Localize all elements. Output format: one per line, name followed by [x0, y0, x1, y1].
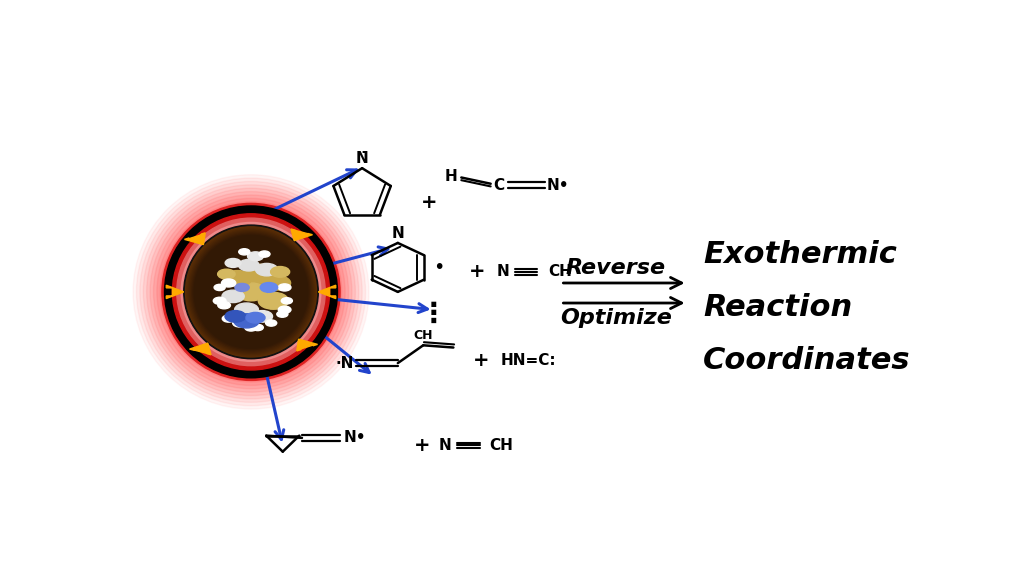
Ellipse shape	[239, 260, 259, 271]
Ellipse shape	[186, 228, 315, 355]
FancyArrow shape	[318, 285, 336, 299]
Ellipse shape	[146, 188, 355, 395]
Ellipse shape	[213, 297, 226, 305]
Ellipse shape	[151, 191, 352, 392]
Ellipse shape	[162, 203, 340, 380]
Ellipse shape	[223, 271, 252, 287]
Text: N•: N•	[344, 431, 367, 446]
Ellipse shape	[189, 231, 312, 353]
Ellipse shape	[191, 233, 310, 351]
Ellipse shape	[270, 266, 290, 277]
Ellipse shape	[157, 198, 345, 386]
Ellipse shape	[265, 320, 276, 326]
Ellipse shape	[183, 225, 318, 359]
Text: Exothermic: Exothermic	[703, 239, 897, 269]
Text: Coordinates: Coordinates	[703, 346, 911, 375]
Text: +: +	[421, 194, 438, 212]
Ellipse shape	[243, 264, 278, 284]
Ellipse shape	[218, 269, 236, 279]
Ellipse shape	[248, 252, 263, 261]
Ellipse shape	[259, 251, 270, 257]
Ellipse shape	[190, 232, 311, 352]
Ellipse shape	[258, 292, 289, 309]
Ellipse shape	[256, 264, 278, 276]
Text: ·N: ·N	[336, 355, 354, 370]
Ellipse shape	[222, 315, 234, 322]
Ellipse shape	[260, 283, 278, 292]
Ellipse shape	[218, 302, 230, 309]
Ellipse shape	[188, 229, 314, 354]
Ellipse shape	[252, 324, 263, 331]
Text: Reaction: Reaction	[703, 293, 853, 322]
Ellipse shape	[140, 181, 362, 402]
Text: +: +	[469, 262, 485, 281]
Ellipse shape	[161, 202, 342, 382]
Ellipse shape	[245, 324, 257, 331]
Ellipse shape	[193, 234, 309, 350]
Ellipse shape	[265, 276, 291, 290]
Ellipse shape	[195, 235, 308, 349]
Ellipse shape	[282, 298, 293, 304]
Ellipse shape	[172, 214, 330, 370]
FancyArrow shape	[184, 233, 205, 244]
Ellipse shape	[239, 249, 250, 255]
Ellipse shape	[234, 283, 249, 291]
Ellipse shape	[222, 290, 244, 302]
Ellipse shape	[234, 303, 258, 316]
Text: Ṅ: Ṅ	[355, 151, 369, 166]
Ellipse shape	[214, 284, 225, 291]
Ellipse shape	[246, 312, 265, 323]
FancyArrow shape	[166, 285, 183, 299]
Ellipse shape	[164, 205, 338, 379]
Ellipse shape	[154, 195, 348, 389]
Text: CH: CH	[414, 329, 433, 342]
Text: +: +	[414, 436, 430, 455]
Ellipse shape	[225, 258, 241, 268]
Ellipse shape	[233, 314, 259, 328]
Ellipse shape	[279, 306, 291, 313]
FancyArrow shape	[297, 339, 317, 351]
Text: N: N	[439, 438, 452, 453]
FancyArrow shape	[189, 343, 211, 355]
Ellipse shape	[276, 311, 288, 317]
Text: N: N	[497, 264, 510, 279]
Ellipse shape	[165, 206, 338, 378]
Ellipse shape	[177, 218, 326, 366]
Text: •: •	[433, 258, 444, 277]
Text: HN=C:: HN=C:	[501, 353, 557, 368]
Text: H: H	[444, 169, 458, 184]
Ellipse shape	[225, 310, 246, 322]
Text: N•: N•	[547, 177, 569, 192]
Ellipse shape	[136, 178, 366, 406]
Text: C: C	[493, 177, 504, 192]
Ellipse shape	[232, 319, 247, 327]
Ellipse shape	[181, 223, 321, 361]
Text: Reverse: Reverse	[566, 258, 667, 277]
Ellipse shape	[143, 185, 358, 399]
Ellipse shape	[236, 283, 267, 301]
Ellipse shape	[133, 175, 369, 409]
Ellipse shape	[221, 279, 236, 287]
Text: N: N	[391, 226, 404, 241]
Text: CH: CH	[489, 438, 513, 453]
Text: CH: CH	[549, 264, 572, 279]
Ellipse shape	[279, 284, 291, 291]
Text: ⋮: ⋮	[420, 300, 447, 328]
Text: +: +	[473, 351, 489, 370]
Text: Optimize: Optimize	[560, 308, 672, 328]
FancyArrow shape	[291, 229, 312, 240]
Ellipse shape	[185, 227, 316, 357]
Ellipse shape	[252, 310, 272, 322]
